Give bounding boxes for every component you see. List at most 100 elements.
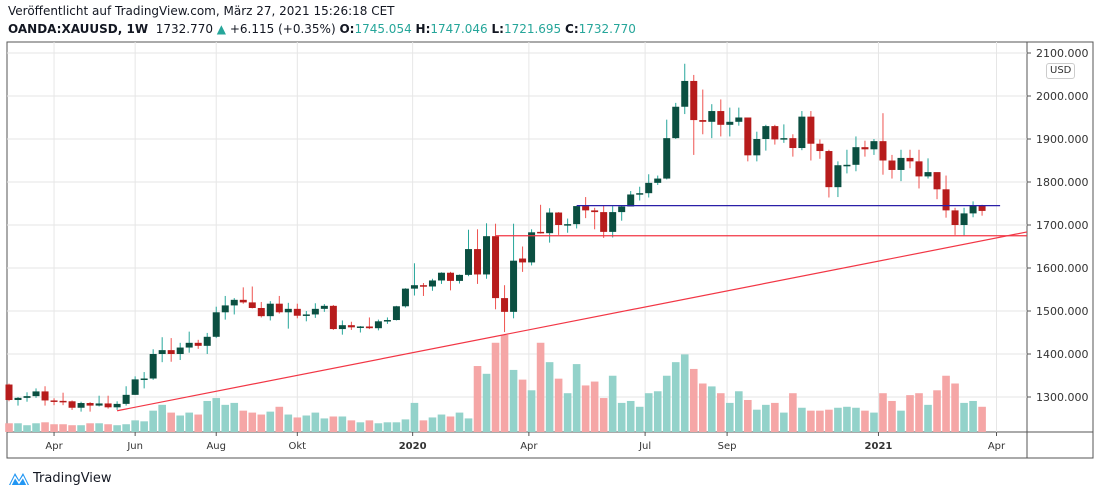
candle-body (383, 320, 391, 322)
candle-body (663, 138, 671, 179)
candle-body (744, 117, 752, 156)
volume-bar (762, 404, 770, 432)
candle-body (365, 326, 373, 329)
candle-body (681, 80, 689, 107)
candle-body (609, 212, 617, 232)
volume-bar (635, 406, 644, 432)
candle-body (888, 160, 896, 170)
candle-body (50, 400, 58, 402)
candle-body (762, 126, 770, 139)
candle-body (699, 120, 707, 122)
candle-body (816, 143, 824, 152)
candle-body (86, 403, 94, 406)
volume-bar (500, 335, 509, 432)
volume-bar (590, 381, 599, 432)
volume-bar (852, 407, 860, 432)
volume-bar (599, 398, 608, 432)
time-tick-label: Jun (126, 441, 143, 452)
candle-body (230, 299, 238, 306)
volume-bar (293, 417, 302, 432)
price-tick-label: 1300.000 (1036, 391, 1089, 404)
candle-body (275, 303, 283, 313)
candle-body (257, 307, 265, 317)
open-label: O: (339, 22, 355, 36)
candle-body (239, 299, 247, 303)
candle-body (825, 151, 833, 188)
candle-body (942, 189, 950, 211)
candle-body (582, 206, 590, 211)
candle-body (906, 157, 914, 162)
candle-body (618, 206, 626, 213)
trendline (117, 231, 1028, 412)
tradingview-logo[interactable]: TradingView (8, 470, 112, 486)
volume-bar (771, 402, 779, 432)
candle-body (338, 325, 346, 330)
price-tick-label: 1400.000 (1036, 348, 1089, 361)
volume-bar (149, 410, 157, 432)
volume-bar (464, 418, 473, 432)
volume-bar (275, 406, 284, 432)
low-label: L: (491, 22, 504, 36)
candle-body (59, 400, 67, 403)
time-tick-label: Sep (718, 441, 737, 452)
volume-bar (230, 402, 239, 432)
volume-bar (744, 399, 752, 432)
volume-bar (5, 423, 13, 432)
candle-body (158, 350, 166, 354)
candle-body (501, 298, 509, 312)
volume-bar (383, 422, 392, 432)
candle-body (284, 308, 292, 313)
candle-body (194, 342, 202, 346)
candle-body (176, 347, 184, 354)
candle-body (771, 126, 779, 140)
candle-body (879, 141, 887, 161)
price-tick-label: 1500.000 (1036, 305, 1089, 318)
candle-body (374, 321, 382, 329)
volume-bar (680, 354, 689, 432)
volume-bar (825, 409, 833, 432)
candle-body (465, 249, 473, 275)
volume-bar (347, 420, 356, 432)
volume-bar (428, 417, 437, 432)
volume-bar (653, 391, 662, 432)
candle-body (131, 379, 139, 395)
volume-bar (689, 368, 698, 432)
volume-bar (617, 402, 626, 432)
candle-body (708, 111, 716, 122)
high-label: H: (415, 22, 431, 36)
volume-bar (816, 410, 824, 432)
volume-bar (491, 342, 500, 432)
volume-bar (482, 373, 491, 432)
volume-bar (410, 402, 419, 432)
volume-bar (518, 379, 527, 432)
volume-bar (158, 404, 166, 432)
candle-body (149, 354, 157, 379)
volume-bar (897, 410, 905, 432)
candle-body (546, 212, 554, 234)
candle-body (591, 210, 599, 213)
candle-body (807, 116, 815, 144)
candle-body (104, 403, 112, 408)
time-tick-label: 2021 (865, 441, 893, 452)
candle-body (347, 325, 355, 328)
volume-bar (239, 410, 248, 432)
candle-body (446, 272, 454, 281)
chart-frame (6, 41, 1094, 459)
candle-body (564, 224, 572, 226)
volume-bar (798, 407, 806, 432)
candle-body (203, 336, 211, 346)
volume-bar (455, 412, 464, 432)
price-tick-label: 1700.000 (1036, 219, 1089, 232)
high-value: 1747.046 (430, 22, 488, 36)
currency-badge[interactable]: USD (1046, 63, 1076, 79)
open-value: 1745.054 (354, 22, 412, 36)
volume-bar (338, 416, 347, 432)
volume-bar (302, 415, 311, 432)
candle-body (735, 117, 743, 122)
candle-body (915, 161, 923, 177)
volume-bar (753, 409, 761, 432)
volume-bar (167, 412, 175, 432)
candle-body (897, 157, 905, 170)
volume-bar (194, 414, 203, 432)
